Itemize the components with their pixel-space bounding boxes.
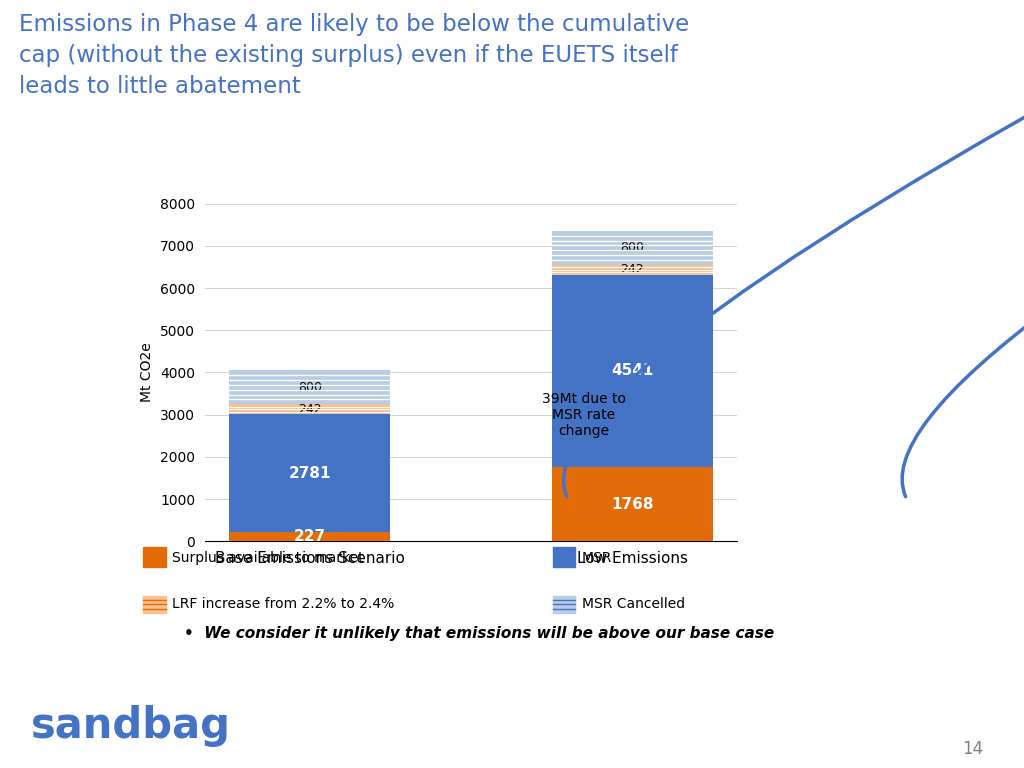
Text: 800: 800: [298, 381, 322, 394]
Bar: [229, 532, 390, 541]
Text: 227: 227: [294, 529, 326, 545]
Bar: [552, 467, 713, 541]
Text: LRF increase from 2.2% to 2.4%: LRF increase from 2.2% to 2.4%: [172, 598, 394, 611]
Text: •  We consider it unlikely that emissions will be above our base case: • We consider it unlikely that emissions…: [184, 626, 774, 641]
Text: 39Mt due to
MSR rate
change: 39Mt due to MSR rate change: [542, 392, 626, 438]
Bar: [229, 404, 390, 415]
Bar: [552, 231, 713, 265]
Bar: [229, 415, 390, 532]
Text: 4541: 4541: [611, 363, 653, 379]
Text: 242: 242: [621, 263, 644, 276]
Text: 14: 14: [962, 740, 983, 758]
Text: sandbag: sandbag: [31, 705, 230, 746]
Text: 1768: 1768: [611, 497, 653, 511]
Bar: [552, 265, 713, 275]
Text: Emissions in Phase 4 are likely to be below the cumulative
cap (without the exis: Emissions in Phase 4 are likely to be be…: [19, 13, 690, 98]
Text: 800: 800: [621, 241, 644, 254]
Text: Surplus available to market: Surplus available to market: [172, 551, 364, 564]
Text: MSR Cancelled: MSR Cancelled: [582, 598, 685, 611]
Text: 242: 242: [298, 402, 322, 415]
Bar: [229, 370, 390, 404]
Bar: [552, 275, 713, 467]
Y-axis label: Mt CO2e: Mt CO2e: [140, 343, 155, 402]
Text: MSR: MSR: [582, 551, 612, 564]
Text: 2781: 2781: [289, 465, 331, 481]
